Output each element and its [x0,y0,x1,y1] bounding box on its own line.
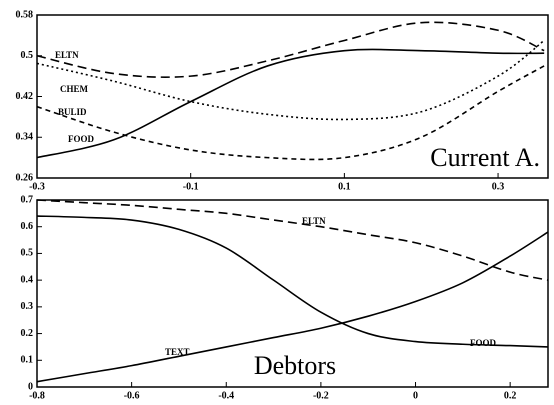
series-line [36,215,549,348]
series-label: FOOD [68,134,94,144]
chart-title: Debtors [254,351,336,380]
y-tick-label: 0.5 [21,50,34,61]
series-label: FOOD [470,338,496,348]
y-tick-label: 0.5 [21,248,34,259]
x-tick-label: -0.8 [29,390,45,401]
y-tick-label: 0.58 [16,9,34,20]
series-label: CHEM [60,84,89,94]
series-label: ELTN [302,216,326,226]
series-label: TEXT [165,347,190,357]
chart-title: Current A. [430,143,540,172]
y-tick-label: 0.1 [21,355,34,366]
series-line [36,65,545,161]
y-tick-label: 0.4 [21,274,34,285]
x-tick-label: 0.1 [338,181,351,192]
x-tick-label: -0.6 [124,390,140,401]
series-line [36,199,549,281]
series-line [36,21,545,78]
x-tick-label: 0 [413,390,418,401]
series-line [36,231,549,383]
x-tick-label: 0.2 [504,390,517,401]
x-tick-label: -0.1 [183,181,199,192]
x-tick-label: -0.2 [313,390,329,401]
y-tick-label: 0.6 [21,221,34,232]
y-tick-label: 0.7 [21,194,34,205]
y-tick-label: 0.42 [16,91,34,102]
y-tick-label: 0.2 [21,328,34,339]
plot-frame [36,199,549,388]
x-tick-label: -0.3 [29,181,45,192]
y-tick-label: 0 [28,381,33,392]
series-label: ELTN [55,50,79,60]
y-tick-label: 0.3 [21,301,34,312]
x-tick-label: -0.4 [218,390,234,401]
y-tick-label: 0.34 [16,132,34,143]
series-line [36,48,545,159]
x-tick-label: 0.3 [492,181,505,192]
y-tick-label: 0.26 [16,172,34,183]
series-line [36,39,545,121]
series-label: BULID [58,107,87,117]
